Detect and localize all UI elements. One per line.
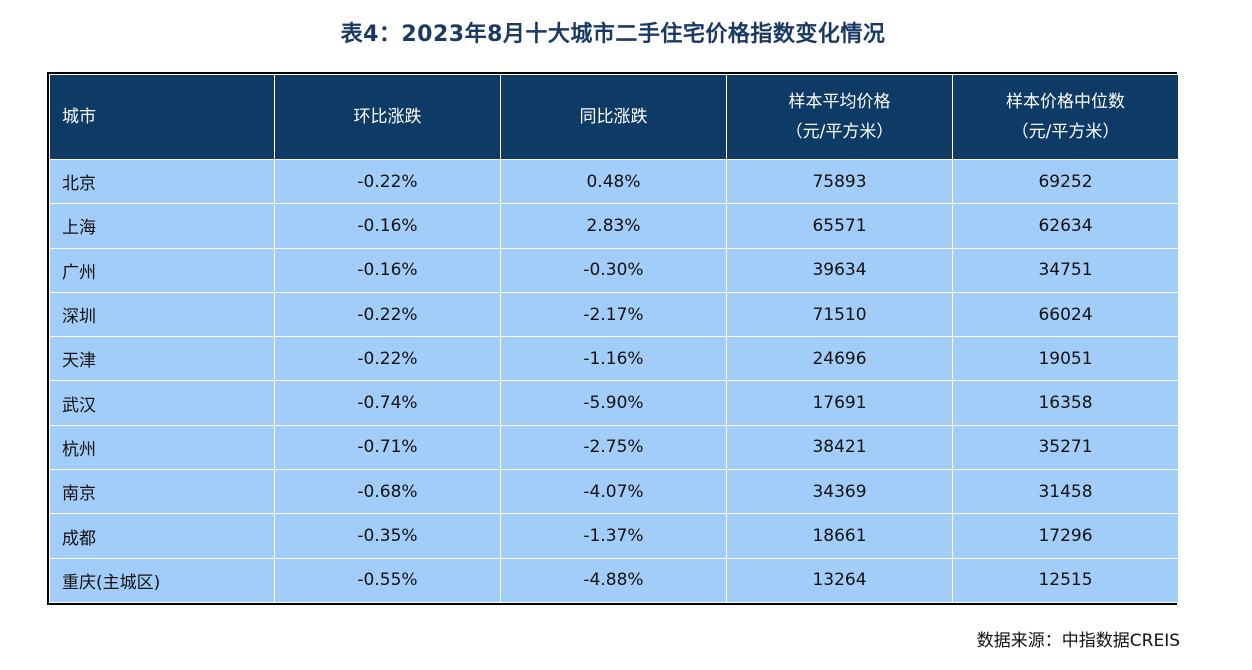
header-city: 城市 — [50, 75, 274, 159]
cell-avg-price: 18661 — [727, 514, 952, 558]
page-title: 表4：2023年8月十大城市二手住宅价格指数变化情况 — [340, 22, 886, 47]
cell-avg-price: 65571 — [727, 204, 952, 248]
table-row: 广州 -0.16% -0.30% 39634 34751 — [50, 248, 1178, 292]
cell-yoy-change: -1.16% — [501, 337, 726, 381]
table-row: 北京 -0.22% 0.48% 75893 69252 — [50, 160, 1178, 204]
table-row: 成都 -0.35% -1.37% 18661 17296 — [50, 514, 1178, 558]
cell-median-price: 31458 — [953, 470, 1178, 514]
cell-city: 天津 — [50, 337, 274, 381]
data-source-note: 数据来源：中指数据CREIS — [976, 631, 1180, 651]
cell-mom-change: -0.68% — [275, 470, 500, 514]
price-index-table-container: 城市 环比涨跌 同比涨跌 样本平均价格 （元/平方米） 样本价格中位数 （元/平 — [47, 72, 1179, 605]
cell-city: 深圳 — [50, 292, 274, 337]
header-mom-change: 环比涨跌 — [275, 75, 500, 159]
cell-mom-change: -0.35% — [275, 514, 500, 558]
cell-avg-price: 24696 — [727, 337, 952, 381]
header-yoy-change: 同比涨跌 — [501, 75, 726, 159]
cell-yoy-change: -4.88% — [501, 558, 726, 602]
cell-avg-price: 17691 — [727, 381, 952, 425]
cell-avg-price: 38421 — [727, 425, 952, 470]
cell-yoy-change: -4.07% — [501, 470, 726, 514]
cell-city: 重庆(主城区) — [50, 558, 274, 602]
header-avg-price-label: 样本平均价格 — [788, 92, 891, 112]
cell-yoy-change: 2.83% — [501, 204, 726, 248]
cell-avg-price: 34369 — [727, 470, 952, 514]
cell-avg-price: 75893 — [727, 160, 952, 204]
cell-median-price: 19051 — [953, 337, 1178, 381]
header-yoy-change-label: 同比涨跌 — [579, 107, 648, 127]
cell-mom-change: -0.16% — [275, 248, 500, 292]
cell-median-price: 69252 — [953, 160, 1178, 204]
cell-median-price: 17296 — [953, 514, 1178, 558]
cell-median-price: 66024 — [953, 292, 1178, 337]
cell-city: 杭州 — [50, 425, 274, 470]
table-row: 南京 -0.68% -4.07% 34369 31458 — [50, 470, 1178, 514]
table-row: 武汉 -0.74% -5.90% 17691 16358 — [50, 381, 1178, 425]
cell-avg-price: 39634 — [727, 248, 952, 292]
header-mom-change-label: 环比涨跌 — [353, 107, 422, 127]
cell-yoy-change: -2.75% — [501, 425, 726, 470]
price-index-table: 城市 环比涨跌 同比涨跌 样本平均价格 （元/平方米） 样本价格中位数 （元/平 — [49, 74, 1179, 603]
header-median-price: 样本价格中位数 （元/平方米） — [953, 75, 1178, 159]
cell-mom-change: -0.22% — [275, 292, 500, 337]
table-row: 重庆(主城区) -0.55% -4.88% 13264 12515 — [50, 558, 1178, 602]
cell-city: 武汉 — [50, 381, 274, 425]
cell-yoy-change: -2.17% — [501, 292, 726, 337]
header-city-label: 城市 — [62, 107, 96, 127]
cell-mom-change: -0.74% — [275, 381, 500, 425]
cell-avg-price: 13264 — [727, 558, 952, 602]
cell-mom-change: -0.55% — [275, 558, 500, 602]
cell-yoy-change: -1.37% — [501, 514, 726, 558]
cell-yoy-change: 0.48% — [501, 160, 726, 204]
cell-city: 南京 — [50, 470, 274, 514]
cell-city: 上海 — [50, 204, 274, 248]
cell-median-price: 62634 — [953, 204, 1178, 248]
cell-avg-price: 71510 — [727, 292, 952, 337]
header-median-price-label: 样本价格中位数 — [1006, 92, 1125, 112]
cell-median-price: 35271 — [953, 425, 1178, 470]
cell-mom-change: -0.71% — [275, 425, 500, 470]
table-row: 深圳 -0.22% -2.17% 71510 66024 — [50, 292, 1178, 337]
table-header-row: 城市 环比涨跌 同比涨跌 样本平均价格 （元/平方米） 样本价格中位数 （元/平 — [50, 75, 1178, 159]
cell-mom-change: -0.22% — [275, 160, 500, 204]
cell-mom-change: -0.16% — [275, 204, 500, 248]
table-row: 天津 -0.22% -1.16% 24696 19051 — [50, 337, 1178, 381]
header-median-price-unit: （元/平方米） — [1011, 122, 1120, 142]
header-avg-price-unit: （元/平方米） — [785, 122, 894, 142]
cell-city: 广州 — [50, 248, 274, 292]
cell-median-price: 12515 — [953, 558, 1178, 602]
cell-city: 北京 — [50, 160, 274, 204]
cell-yoy-change: -0.30% — [501, 248, 726, 292]
cell-median-price: 34751 — [953, 248, 1178, 292]
table-row: 上海 -0.16% 2.83% 65571 62634 — [50, 204, 1178, 248]
cell-city: 成都 — [50, 514, 274, 558]
cell-mom-change: -0.22% — [275, 337, 500, 381]
header-avg-price: 样本平均价格 （元/平方米） — [727, 75, 952, 159]
table-row: 杭州 -0.71% -2.75% 38421 35271 — [50, 425, 1178, 470]
cell-yoy-change: -5.90% — [501, 381, 726, 425]
cell-median-price: 16358 — [953, 381, 1178, 425]
